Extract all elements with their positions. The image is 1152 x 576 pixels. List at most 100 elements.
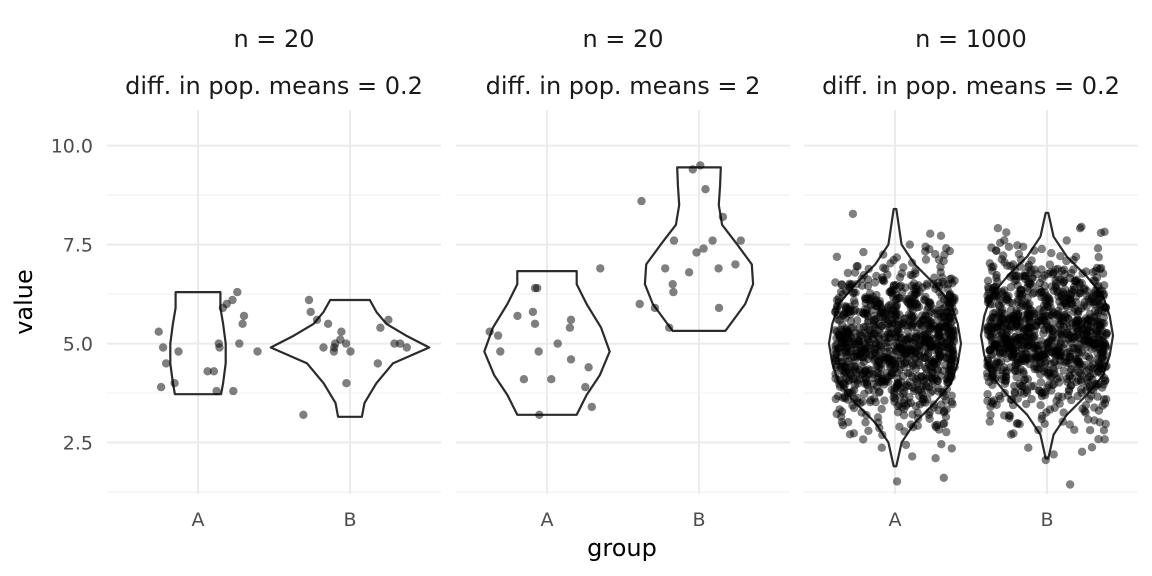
data-point bbox=[1017, 354, 1026, 364]
data-point bbox=[992, 273, 1001, 282]
x-tick-label: B bbox=[1040, 509, 1053, 531]
data-point bbox=[373, 359, 382, 368]
y-axis-ticks: 2.5 5.0 7.5 10.0 bbox=[51, 136, 93, 455]
facet-panel: n = 20 diff. in pop. means = 2 A B bbox=[456, 25, 790, 531]
data-point bbox=[1098, 353, 1107, 363]
data-point bbox=[1087, 292, 1097, 302]
data-point bbox=[669, 287, 678, 297]
data-point bbox=[1035, 278, 1045, 288]
data-point bbox=[908, 319, 918, 328]
data-point bbox=[942, 427, 951, 437]
data-point bbox=[879, 277, 889, 286]
violin-outline bbox=[169, 291, 227, 396]
data-point bbox=[1012, 306, 1021, 315]
data-point bbox=[1056, 339, 1066, 348]
data-point bbox=[893, 332, 903, 341]
data-point bbox=[1087, 443, 1097, 452]
data-point bbox=[228, 295, 237, 305]
data-point bbox=[946, 335, 955, 344]
data-point bbox=[907, 361, 916, 370]
data-point bbox=[1086, 337, 1095, 347]
data-point bbox=[1095, 289, 1104, 298]
data-point bbox=[566, 355, 576, 364]
data-point bbox=[1043, 269, 1053, 279]
data-point bbox=[1101, 419, 1110, 429]
data-point bbox=[1093, 244, 1103, 253]
data-point bbox=[1093, 392, 1102, 401]
data-point bbox=[940, 392, 949, 401]
data-point bbox=[1033, 351, 1042, 360]
data-point bbox=[947, 391, 956, 400]
data-point bbox=[1000, 236, 1009, 245]
data-point bbox=[1099, 426, 1109, 435]
data-point bbox=[943, 285, 952, 294]
data-point bbox=[1051, 265, 1060, 274]
data-point bbox=[859, 353, 868, 362]
data-point bbox=[890, 356, 899, 365]
data-point bbox=[1059, 408, 1068, 417]
facet-title-diff: diff. in pop. means = 2 bbox=[486, 72, 761, 100]
data-point bbox=[939, 473, 948, 482]
data-point bbox=[853, 262, 862, 271]
data-point bbox=[1020, 337, 1029, 346]
data-point bbox=[1007, 353, 1017, 362]
data-point bbox=[833, 310, 842, 319]
data-point bbox=[581, 382, 590, 392]
points-group bbox=[154, 287, 262, 396]
data-point bbox=[174, 347, 183, 356]
data-point bbox=[1036, 358, 1045, 368]
data-point bbox=[870, 356, 879, 365]
data-point bbox=[853, 368, 863, 378]
data-point bbox=[1043, 383, 1052, 392]
facet-panel: n = 20 diff. in pop. means = 0.2 A B bbox=[107, 25, 441, 531]
data-point bbox=[990, 340, 999, 349]
data-point bbox=[928, 386, 937, 396]
data-point bbox=[845, 282, 854, 291]
data-point bbox=[1007, 335, 1016, 345]
data-point bbox=[875, 388, 884, 397]
data-point bbox=[1057, 301, 1066, 311]
data-point bbox=[925, 244, 934, 254]
data-point bbox=[323, 319, 333, 328]
data-point bbox=[1021, 399, 1031, 409]
data-point bbox=[1077, 371, 1087, 380]
data-point bbox=[1024, 322, 1033, 332]
data-point bbox=[209, 367, 219, 376]
data-point bbox=[1062, 256, 1071, 266]
data-point bbox=[718, 212, 728, 222]
data-point bbox=[699, 244, 708, 253]
data-point bbox=[850, 381, 860, 390]
data-point bbox=[565, 323, 575, 332]
data-point bbox=[887, 309, 896, 318]
data-point bbox=[376, 323, 385, 332]
data-point bbox=[850, 268, 860, 277]
data-point bbox=[939, 313, 948, 322]
data-point bbox=[1023, 344, 1032, 353]
data-point bbox=[1052, 396, 1061, 405]
data-point bbox=[1056, 252, 1065, 261]
data-point bbox=[893, 401, 902, 411]
data-point bbox=[1077, 388, 1086, 397]
data-point bbox=[950, 276, 959, 285]
data-point bbox=[235, 339, 244, 348]
data-point bbox=[1000, 411, 1009, 420]
data-point bbox=[1036, 378, 1046, 387]
data-point bbox=[1096, 318, 1105, 327]
data-point bbox=[1053, 286, 1062, 295]
data-point bbox=[909, 284, 919, 294]
data-point bbox=[688, 165, 697, 174]
data-point bbox=[988, 266, 997, 276]
x-tick-label: A bbox=[889, 509, 902, 531]
data-point bbox=[918, 390, 928, 400]
data-point bbox=[904, 310, 914, 319]
data-point bbox=[985, 417, 994, 426]
data-point bbox=[836, 287, 846, 297]
data-point bbox=[1077, 447, 1087, 456]
data-point bbox=[1064, 330, 1074, 339]
data-point bbox=[986, 402, 995, 411]
data-point bbox=[901, 283, 910, 292]
data-point bbox=[921, 333, 930, 342]
points-group bbox=[830, 209, 960, 486]
data-point bbox=[911, 266, 920, 275]
data-point bbox=[942, 244, 951, 253]
